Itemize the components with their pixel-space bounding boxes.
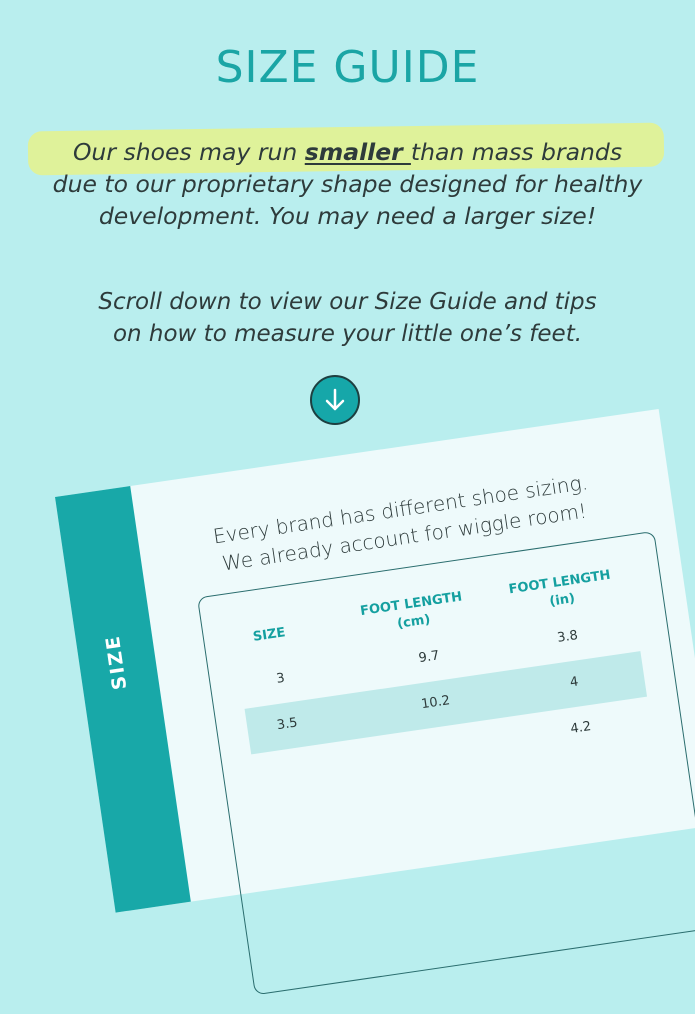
intro-text: Our shoes may run smaller than mass bran… [0,136,695,232]
intro-line2: due to our proprietary shape designed fo… [52,170,643,198]
arrow-down-icon [325,388,345,411]
intro-line3b: You may need a larger size! [268,202,597,230]
cell-in: 4.2 [569,719,593,737]
page-title: SIZE GUIDE [215,42,480,93]
header-size: SIZE [251,625,287,645]
band-label: SIZE [101,633,132,692]
cell-in: 3.8 [556,628,579,646]
scroll-note-line2: on how to measure your little one’s feet… [112,321,583,347]
cell-cm: 10.2 [420,693,452,713]
size-table: SIZE FOOT LENGTH (cm) FOOT LENGTH (in) 3 9… [197,530,695,996]
size-guide-card: SIZE Every brand has different shoe sizi… [55,408,695,996]
scroll-note: Scroll down to view our Size Guide and t… [0,286,695,350]
cell-in: 4 [569,674,580,691]
intro-line3a: development. [98,202,269,230]
scroll-note-line1: Scroll down to view our Size Guide and t… [98,289,597,315]
scroll-down-button[interactable] [310,375,360,425]
cell-size: 3.5 [275,715,299,734]
cell-size: 3 [275,670,286,687]
intro-part1: Our shoes may run [72,138,305,166]
intro-part2: than mass brands [410,138,623,166]
cell-cm [402,735,481,747]
intro-emphasis: smaller [304,138,411,166]
cell-size [253,757,332,769]
cell-cm: 9.7 [417,648,441,667]
